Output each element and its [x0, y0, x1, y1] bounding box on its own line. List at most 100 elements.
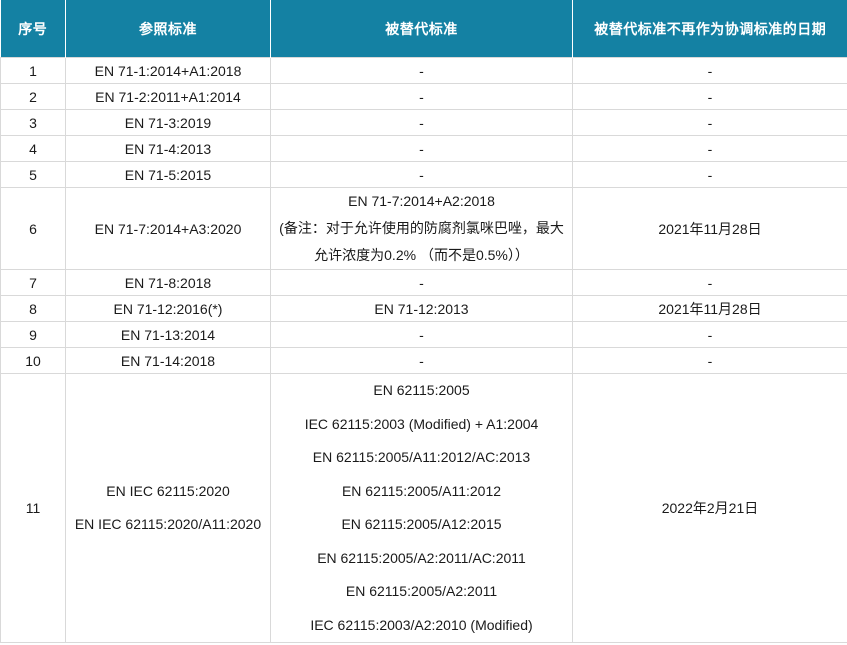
cell-line: -	[419, 114, 424, 131]
cell-line: -	[419, 274, 424, 291]
cell-date: -	[572, 321, 847, 348]
cell-ref: EN 71-5:2015	[65, 161, 271, 188]
cell-no: 5	[0, 161, 66, 188]
cell-ref: EN 71-7:2014+A3:2020	[65, 187, 271, 270]
cell-line: EN 62115:2005/A12:2015	[341, 516, 502, 532]
cell-ref: EN 71-1:2014+A1:2018	[65, 57, 271, 84]
cell-line: EN 71-7:2014+A2:2018	[348, 193, 495, 209]
cell-line: -	[707, 62, 713, 79]
cell-line: 3	[29, 114, 37, 131]
cell-no: 7	[0, 269, 66, 296]
cell-date: -	[572, 109, 847, 136]
cell-line: 2021年11月28日	[658, 300, 762, 317]
cell-line: -	[707, 140, 713, 157]
table-row: 9 EN 71-13:2014 - -	[0, 321, 847, 348]
cell-line: EN 62115:2005/A2:2011	[345, 583, 498, 599]
cell-superseded: -	[270, 135, 573, 162]
table-row: 6 EN 71-7:2014+A3:2020 EN 71-7:2014+A2:201…	[0, 187, 847, 270]
cell-line: -	[419, 88, 424, 105]
cell-no: 10	[0, 347, 66, 374]
cell-no: 2	[0, 83, 66, 110]
table-row: 10 EN 71-14:2018 - -	[0, 347, 847, 374]
cell-line: EN 62115:2005/A11:2012	[341, 482, 502, 499]
table-row: 1 EN 71-1:2014+A1:2018 - -	[0, 57, 847, 84]
cell-superseded: -	[270, 83, 573, 110]
cell-line: -	[419, 166, 424, 183]
cell-line: 10	[25, 352, 41, 369]
cell-superseded: EN 71-12:2013	[270, 295, 573, 322]
cell-superseded: -	[270, 109, 573, 136]
cell-line: EN 62115:2005/A2:2011/AC:2011	[317, 549, 526, 566]
cell-line: EN 71-14:2018	[120, 352, 216, 369]
cell-line: -	[707, 166, 713, 183]
cell-line: 2021年11月28日	[658, 220, 762, 237]
cell-line: EN IEC 62115:2020/A11:2020	[74, 516, 262, 532]
cell-line: EN 71-1:2014+A1:2018	[94, 62, 242, 79]
table-header: 序号 参照标准 被替代标准 被替代标准不再作为协调标准的日期	[0, 0, 847, 58]
cell-no: 1	[0, 57, 66, 84]
cell-line: EN 71-12:2013	[374, 300, 469, 317]
table-row: 5 EN 71-5:2015 - -	[0, 161, 847, 188]
cell-line: 7	[29, 274, 37, 291]
cell-date: -	[572, 269, 847, 296]
cell-line: EN 71-2:2011+A1:2014	[95, 88, 241, 105]
cell-line: EN 62115:2005	[373, 382, 470, 398]
header-row: 序号 参照标准 被替代标准 被替代标准不再作为协调标准的日期	[0, 0, 847, 58]
cell-no: 11	[0, 373, 66, 643]
cell-line: -	[707, 114, 713, 131]
cell-line: -	[419, 326, 424, 343]
cell-line: -	[707, 352, 713, 369]
cell-superseded: EN 62115:2005 IEC 62115:2003 (Modified) +…	[270, 373, 573, 643]
cell-ref: EN 71-3:2019	[65, 109, 271, 136]
cell-ref: EN 71-14:2018	[65, 347, 271, 374]
cell-date: -	[572, 83, 847, 110]
cell-date: 2021年11月28日	[572, 295, 847, 322]
cell-line: 4	[29, 140, 37, 157]
table-row: 11 EN IEC 62115:2020 EN IEC 62115:2020/A11…	[0, 373, 847, 643]
cell-line: 5	[29, 166, 37, 183]
cell-date: -	[572, 347, 847, 374]
cell-line: EN 71-4:2013	[124, 140, 212, 157]
cell-line: 2	[29, 88, 37, 105]
cell-line: (备注：对于允许使用的防腐剂氯咪巴唑，最大允许浓度为0.2% （而不是0.5%）…	[279, 220, 564, 263]
cell-superseded: EN 71-7:2014+A2:2018 (备注：对于允许使用的防腐剂氯咪巴唑，最…	[270, 187, 573, 270]
cell-line: EN 71-13:2014	[120, 326, 216, 343]
cell-line: -	[419, 140, 424, 157]
cell-superseded: -	[270, 57, 573, 84]
cell-date: 2021年11月28日	[572, 187, 847, 270]
cell-no: 3	[0, 109, 66, 136]
cell-line: EN 71-3:2019	[124, 114, 212, 131]
cell-line: EN 71-7:2014+A3:2020	[94, 220, 242, 237]
cell-superseded: -	[270, 161, 573, 188]
cell-no: 8	[0, 295, 66, 322]
cell-no: 4	[0, 135, 66, 162]
cell-line: EN 71-12:2016(*)	[113, 300, 223, 317]
cell-ref: EN 71-2:2011+A1:2014	[65, 83, 271, 110]
cell-no: 6	[0, 187, 66, 270]
cell-line: 2022年2月21日	[661, 500, 759, 516]
cell-line: IEC 62115:2003 (Modified) + A1:2004	[304, 415, 539, 432]
table-row: 7 EN 71-8:2018 - -	[0, 269, 847, 296]
table-row: 4 EN 71-4:2013 - -	[0, 135, 847, 162]
cell-line: 9	[29, 326, 37, 343]
cell-ref: EN 71-8:2018	[65, 269, 271, 296]
header-reference-standard: 参照标准	[65, 0, 271, 58]
header-cessation-date: 被替代标准不再作为协调标准的日期	[572, 0, 847, 58]
cell-line: -	[419, 352, 424, 369]
cell-date: 2022年2月21日	[572, 373, 847, 643]
cell-line: EN 71-8:2018	[124, 274, 212, 291]
cell-ref: EN 71-12:2016(*)	[65, 295, 271, 322]
cell-line: EN 62115:2005/A11:2012/AC:2013	[312, 449, 531, 465]
table-row: 8 EN 71-12:2016(*) EN 71-12:2013 2021年11月28…	[0, 295, 847, 322]
cell-line: 8	[29, 300, 37, 317]
cell-superseded: -	[270, 269, 573, 296]
cell-line: EN 71-5:2015	[124, 166, 212, 183]
cell-line: IEC 62115:2003/A2:2010 (Modified)	[310, 616, 533, 633]
cell-line: -	[419, 62, 424, 79]
cell-date: -	[572, 135, 847, 162]
cell-ref: EN IEC 62115:2020 EN IEC 62115:2020/A11:2…	[65, 373, 271, 643]
cell-line: -	[707, 274, 713, 291]
cell-line: 6	[29, 220, 37, 237]
cell-superseded: -	[270, 347, 573, 374]
cell-line: -	[707, 326, 713, 343]
